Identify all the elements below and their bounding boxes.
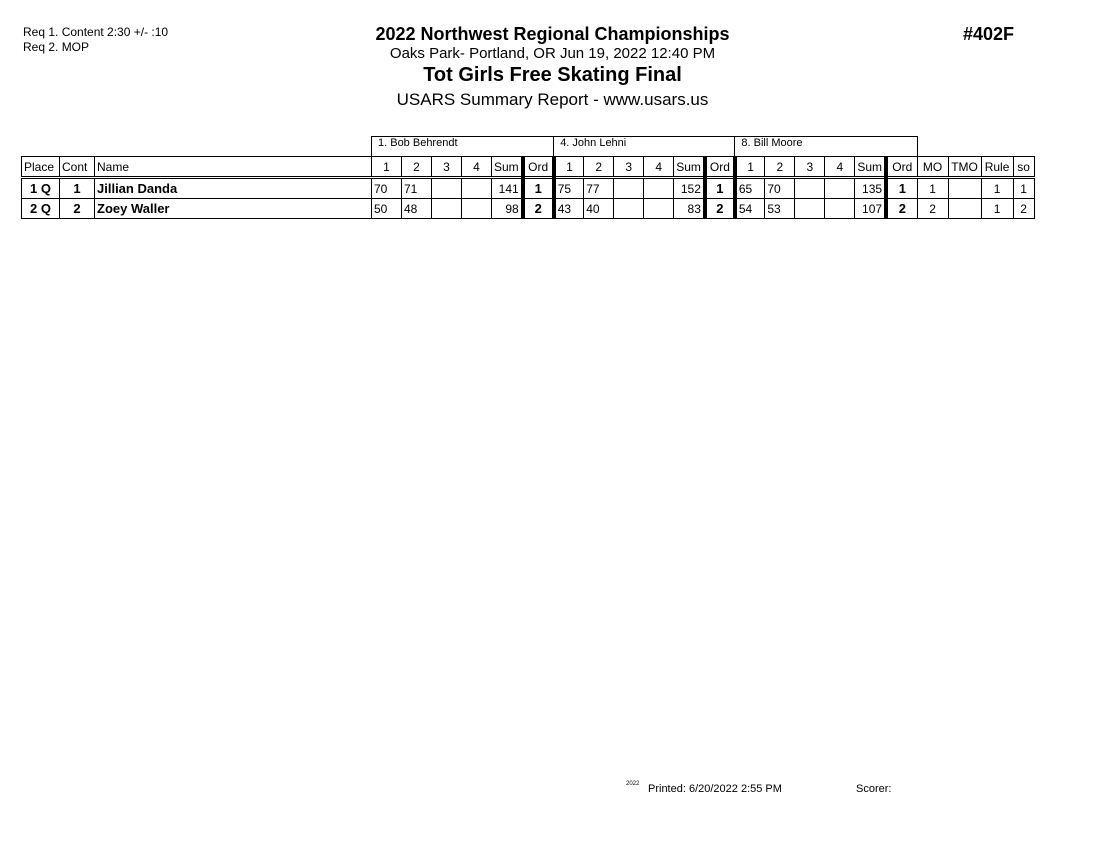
judge-header: 4. John Lehni [553,136,736,157]
competition-title: 2022 Northwest Regional Championships [375,24,730,44]
rule-cell: 1 [980,177,1014,199]
name-cell: Jillian Danda [94,177,372,199]
place-cell: 2 Q [21,198,60,219]
column-header-mark: 1 [551,156,585,179]
score-cell [643,198,675,219]
sum-cell: 141 [490,177,524,199]
score-cell [824,198,856,219]
so-cell: 2 [1012,198,1035,219]
score-cell: 75 [551,177,585,199]
name-cell: Zoey Waller [94,198,372,219]
score-cell [461,198,492,219]
column-header-mark: 3 [613,156,645,179]
score-cell [431,177,462,199]
column-header-tmo: TMO [947,156,982,179]
cont-cell: 1 [59,177,95,199]
column-header-rule: Rule [980,156,1014,179]
cont-cell: 2 [59,198,95,219]
judge-header: 1. Bob Behrendt [370,136,555,157]
column-header-mark: 3 [794,156,826,179]
report-subtitle: USARS Summary Report - www.usars.us [396,90,709,109]
score-cell [461,177,492,199]
column-header-mark: 1 [732,156,766,179]
sum-cell: 152 [673,177,706,199]
column-header-mark: 4 [824,156,856,179]
tmo-cell [947,198,982,219]
score-cell [643,177,675,199]
results-table: 1. Bob Behrendt 4. John Lehni 8. Bill Moor… [21,136,1035,219]
printed-timestamp: Printed: 6/20/2022 2:55 PM [648,783,782,795]
scorer-label: Scorer: [856,783,892,795]
table-row: 2 Q 2 Zoey Waller 50 48 98 2 43 40 83 2 54 53 107 2 2 1 2 [21,198,1035,219]
score-cell: 71 [401,177,432,199]
tmo-cell [947,177,982,199]
column-header-mark: 2 [583,156,615,179]
requirement-2: Req 2. MOP [23,40,90,54]
column-header-mark: Ord [702,156,736,179]
column-header-mark: 4 [461,156,492,179]
score-cell: 53 [764,198,796,219]
ordinal-cell: 1 [702,177,736,199]
column-header-mark: Ord [884,156,918,179]
ordinal-cell: 1 [520,177,555,199]
score-cell: 40 [583,198,615,219]
score-cell: 70 [371,177,402,199]
score-cell: 48 [401,198,432,219]
column-header-mo: MO [916,156,949,179]
column-header-place: Place [21,156,60,179]
requirement-1: Req 1. Content 2:30 +/- :10 [23,25,169,39]
sum-cell: 135 [854,177,887,199]
ordinal-cell: 2 [884,198,918,219]
version-mark: 2022 [626,781,640,787]
mo-cell: 2 [916,198,949,219]
score-cell: 54 [732,198,766,219]
score-cell [794,198,826,219]
column-header-name: Name [94,156,372,179]
score-cell: 70 [764,177,796,199]
column-header-mark: 4 [643,156,675,179]
column-header-so: so [1012,156,1035,179]
score-cell [613,198,645,219]
ordinal-cell: 2 [702,198,736,219]
event-title: Tot Girls Free Skating Final [423,64,682,86]
so-cell: 1 [1012,177,1035,199]
score-cell: 77 [583,177,615,199]
ordinal-cell: 2 [520,198,555,219]
score-cell [613,177,645,199]
column-header-mark: Sum [854,156,887,179]
column-header-cont: Cont [59,156,95,179]
sum-cell: 98 [490,198,524,219]
place-cell: 1 Q [21,177,60,199]
rule-cell: 1 [980,198,1014,219]
mo-cell: 1 [916,177,949,199]
judge-header: 8. Bill Moore [734,136,918,157]
column-header-mark: Ord [520,156,555,179]
score-cell: 50 [371,198,402,219]
column-header-mark: Sum [673,156,706,179]
score-cell [431,198,462,219]
spacer [917,137,1034,157]
column-header-mark: 2 [401,156,432,179]
score-cell [824,177,856,199]
score-cell: 43 [551,198,585,219]
table-row: 1 Q 1 Jillian Danda 70 71 141 1 75 77 152 1 65 70 135… [21,177,1035,199]
score-cell: 65 [732,177,766,199]
spacer [22,137,372,157]
column-header-mark: 2 [764,156,796,179]
event-number: #402F [963,24,1015,44]
column-header-mark: Sum [490,156,524,179]
score-cell [794,177,826,199]
sum-cell: 83 [673,198,706,219]
column-header-mark: 3 [431,156,462,179]
column-header-mark: 1 [371,156,402,179]
location-date: Oaks Park- Portland, OR Jun 19, 2022 12:… [389,45,716,62]
sum-cell: 107 [854,198,887,219]
ordinal-cell: 1 [884,177,918,199]
